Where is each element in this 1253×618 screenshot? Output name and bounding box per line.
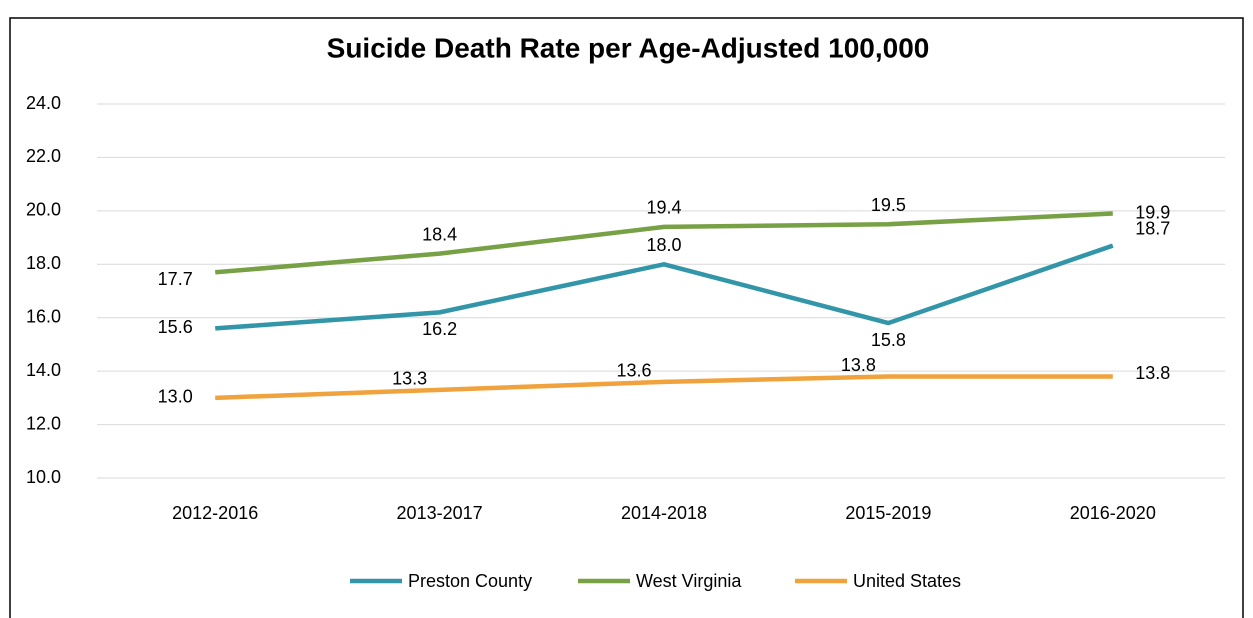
x-tick-label: 2016-2020 bbox=[1070, 503, 1156, 523]
x-tick-label: 2015-2019 bbox=[845, 503, 931, 523]
y-tick-label: 18.0 bbox=[26, 253, 61, 273]
data-label: 19.9 bbox=[1135, 202, 1170, 222]
data-label: 13.0 bbox=[158, 387, 193, 407]
data-label: 19.5 bbox=[871, 195, 906, 215]
data-label: 16.2 bbox=[422, 319, 457, 339]
y-tick-label: 22.0 bbox=[26, 146, 61, 166]
data-label: 19.4 bbox=[646, 198, 681, 218]
y-tick-label: 12.0 bbox=[26, 413, 61, 433]
chart-title: Suicide Death Rate per Age-Adjusted 100,… bbox=[327, 32, 930, 63]
chart-border bbox=[9, 17, 1244, 618]
y-tick-label: 24.0 bbox=[26, 93, 61, 113]
data-label: 13.8 bbox=[841, 355, 876, 375]
legend-label: Preston County bbox=[408, 571, 532, 591]
y-tick-label: 16.0 bbox=[26, 306, 61, 326]
data-label: 18.4 bbox=[422, 224, 457, 244]
data-label: 13.8 bbox=[1135, 363, 1170, 383]
data-label: 18.0 bbox=[646, 235, 681, 255]
series-line bbox=[215, 243, 1114, 331]
x-tick-label: 2012-2016 bbox=[172, 503, 258, 523]
data-label: 17.7 bbox=[158, 269, 193, 289]
x-tick-label: 2013-2017 bbox=[397, 503, 483, 523]
series-line bbox=[215, 374, 1113, 401]
y-tick-label: 10.0 bbox=[26, 467, 61, 487]
data-label: 13.3 bbox=[392, 369, 427, 389]
x-tick-label: 2014-2018 bbox=[621, 503, 707, 523]
legend-label: West Virginia bbox=[636, 571, 742, 591]
y-tick-label: 20.0 bbox=[26, 200, 61, 220]
data-label: 13.6 bbox=[616, 361, 651, 381]
series-line bbox=[215, 211, 1113, 275]
data-label: 15.8 bbox=[871, 330, 906, 350]
legend-label: United States bbox=[853, 571, 961, 591]
data-label: 18.7 bbox=[1135, 218, 1170, 238]
data-label: 15.6 bbox=[158, 317, 193, 337]
y-tick-label: 14.0 bbox=[26, 360, 61, 380]
